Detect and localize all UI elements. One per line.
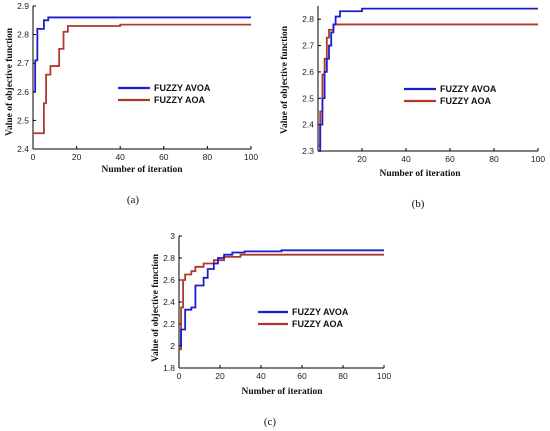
caption-c: (c) (264, 416, 277, 428)
x-tick-label: 0 (31, 152, 36, 162)
x-tick-label: 20 (357, 154, 367, 164)
legend-label-avoa: FUZZY AVOA (154, 83, 211, 93)
y-tick-label: 2.6 (17, 87, 29, 97)
x-tick-label: 100 (377, 371, 391, 381)
y-axis-label: Value of objective function (5, 27, 15, 136)
y-tick-label: 2.8 (17, 30, 29, 40)
chart-panel-b: Value of objective function Number of it… (280, 6, 545, 210)
y-tick-label: 2.4 (302, 120, 314, 130)
y-tick-label: 2.6 (163, 275, 175, 285)
legend: FUZZY AVOA FUZZY AOA (404, 84, 497, 106)
x-tick-label: 40 (115, 152, 125, 162)
x-tick-label: 60 (159, 152, 169, 162)
series-line-fuzzy-avoa (318, 7, 538, 152)
x-axis-label: Number of iteration (379, 169, 461, 179)
legend: FUZZY AVOA FUZZY AOA (118, 83, 211, 105)
y-tick-label: 2.8 (163, 253, 175, 263)
y-tick-label: 2.4 (17, 144, 29, 154)
legend-label-avoa: FUZZY AVOA (440, 84, 497, 94)
y-tick-label: 2.4 (163, 297, 175, 307)
y-tick-label: 2.5 (302, 93, 314, 103)
caption-a: (a) (127, 194, 140, 206)
x-tick-label: 40 (401, 154, 411, 164)
y-axis-label: Value of objective function (151, 253, 161, 362)
y-tick-label: 2.7 (17, 58, 29, 68)
x-tick-label: 80 (489, 154, 499, 164)
legend-label-aoa: FUZZY AOA (440, 96, 491, 106)
y-axis-label: Value of objective function (280, 25, 290, 134)
chart-panel-c: Value of objective function Number of it… (151, 231, 391, 428)
series-line-fuzzy-avoa (179, 249, 384, 347)
y-tick-label: 2.7 (302, 41, 314, 51)
y-tick-label: 1.8 (163, 363, 175, 373)
x-tick-label: 100 (531, 154, 545, 164)
x-axis-label: Number of iteration (101, 165, 183, 175)
y-tick-label: 2.8 (302, 14, 314, 24)
x-tick-label: 20 (215, 371, 225, 381)
x-tick-label: 100 (244, 152, 258, 162)
x-axis-label: Number of iteration (241, 387, 323, 397)
caption-b: (b) (412, 198, 425, 210)
series-line-fuzzy-avoa (33, 16, 251, 93)
x-tick-label: 40 (256, 371, 266, 381)
y-tick-label: 2.9 (17, 1, 29, 11)
x-tick-label: 80 (203, 152, 213, 162)
x-tick-label: 60 (297, 371, 307, 381)
legend-label-avoa: FUZZY AVOA (292, 307, 349, 317)
x-tick-label: 80 (338, 371, 348, 381)
x-tick-label: 20 (72, 152, 82, 162)
y-tick-label: 2 (170, 341, 175, 351)
y-tick-label: 2.3 (302, 146, 314, 156)
legend-label-aoa: FUZZY AOA (292, 319, 343, 329)
x-tick-label: 0 (177, 371, 182, 381)
y-tick-label: 2.5 (17, 115, 29, 125)
y-tick-label: 2.2 (163, 319, 175, 329)
chart-panel-a: Value of objective function Number of it… (5, 1, 258, 206)
series-line-fuzzy-aoa (318, 23, 538, 147)
y-tick-label: 3 (170, 231, 175, 241)
series-line-fuzzy-aoa (33, 23, 251, 135)
legend-label-aoa: FUZZY AOA (154, 95, 205, 105)
y-tick-label: 2.6 (302, 67, 314, 77)
legend: FUZZY AVOA FUZZY AOA (258, 307, 349, 329)
x-tick-label: 60 (445, 154, 455, 164)
